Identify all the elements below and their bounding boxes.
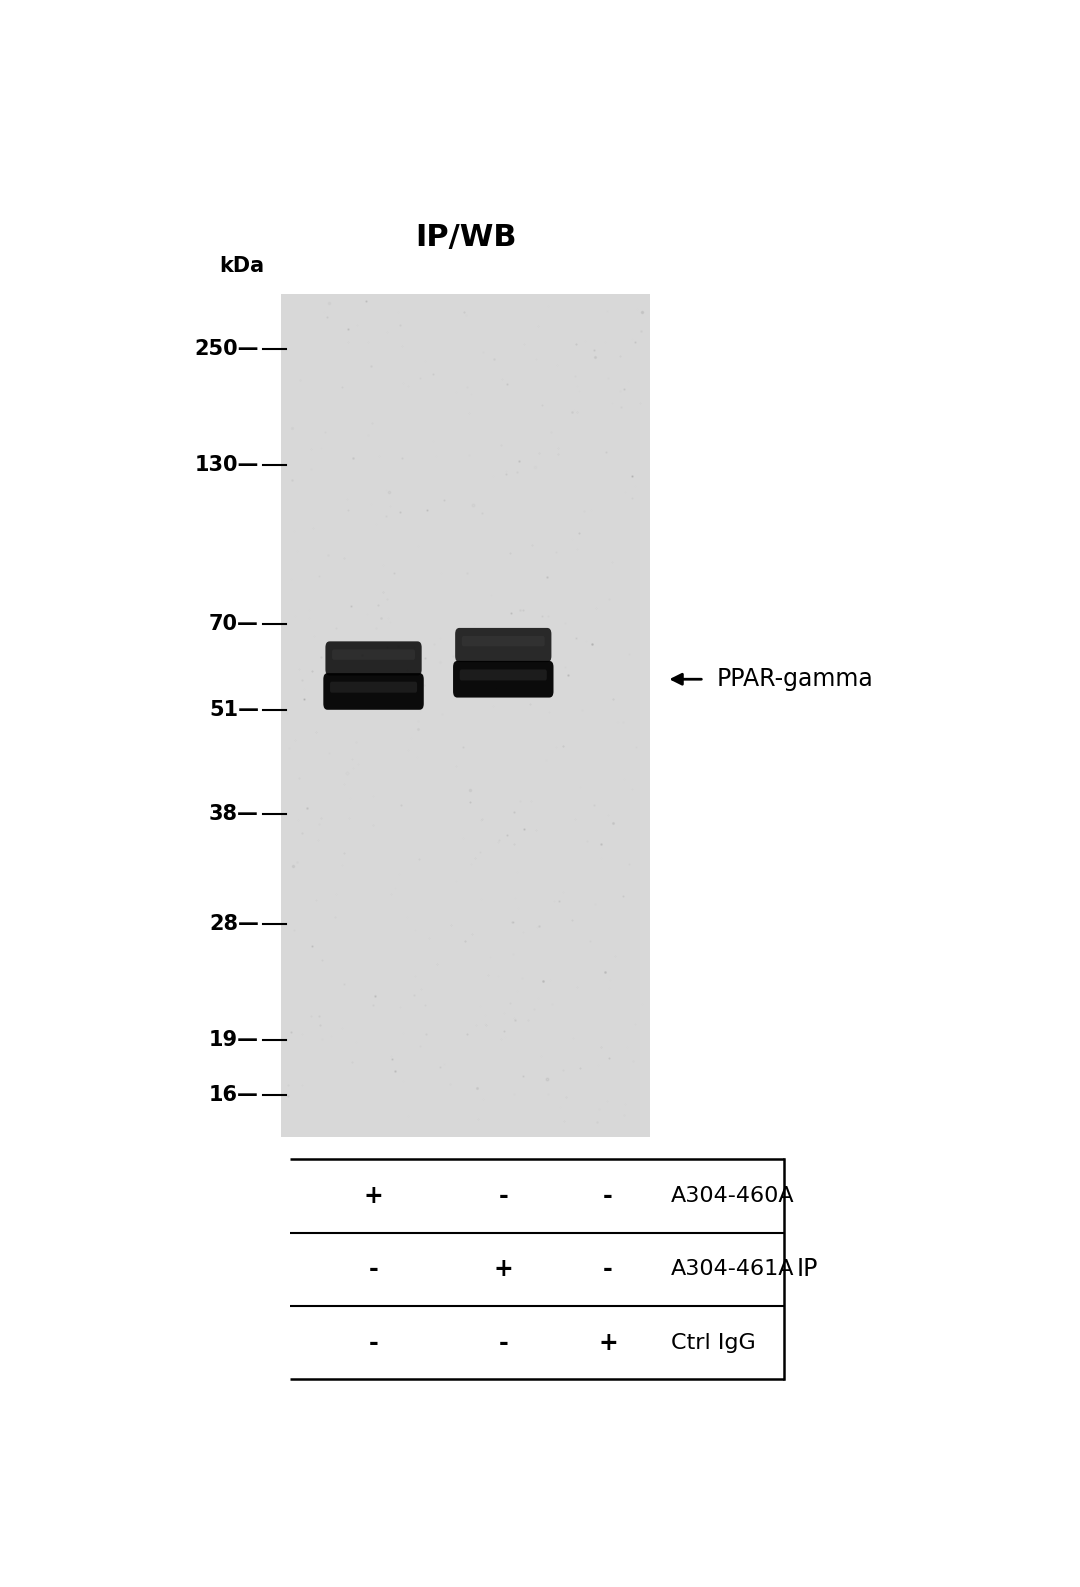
Text: PPAR-gamma: PPAR-gamma: [717, 667, 874, 692]
Text: IP/WB: IP/WB: [415, 222, 516, 251]
Text: 130—: 130—: [194, 455, 259, 476]
Text: 16—: 16—: [210, 1084, 259, 1105]
FancyBboxPatch shape: [323, 673, 423, 709]
Text: -: -: [498, 1331, 509, 1355]
Text: Ctrl IgG: Ctrl IgG: [671, 1333, 755, 1352]
Text: +: +: [598, 1331, 618, 1355]
Text: kDa: kDa: [219, 256, 265, 276]
Text: +: +: [494, 1257, 513, 1281]
Text: -: -: [498, 1184, 509, 1208]
Text: A304-461A: A304-461A: [671, 1260, 794, 1279]
FancyBboxPatch shape: [462, 636, 544, 646]
Text: A304-460A: A304-460A: [671, 1185, 794, 1206]
Text: -: -: [368, 1257, 378, 1281]
Text: IP: IP: [796, 1257, 818, 1281]
Bar: [282, 294, 650, 1138]
FancyBboxPatch shape: [325, 641, 421, 676]
Text: 250—: 250—: [194, 340, 259, 359]
Text: -: -: [368, 1331, 378, 1355]
Text: 70—: 70—: [210, 614, 259, 635]
Text: -: -: [603, 1257, 612, 1281]
FancyBboxPatch shape: [455, 628, 552, 662]
FancyBboxPatch shape: [460, 670, 546, 681]
Text: +: +: [364, 1184, 383, 1208]
Text: -: -: [603, 1184, 612, 1208]
Text: 28—: 28—: [210, 914, 259, 933]
Text: 19—: 19—: [208, 1030, 259, 1049]
FancyBboxPatch shape: [330, 682, 417, 692]
FancyBboxPatch shape: [333, 649, 415, 660]
FancyBboxPatch shape: [454, 660, 554, 698]
Text: 51—: 51—: [208, 700, 259, 720]
Text: 38—: 38—: [210, 803, 259, 824]
